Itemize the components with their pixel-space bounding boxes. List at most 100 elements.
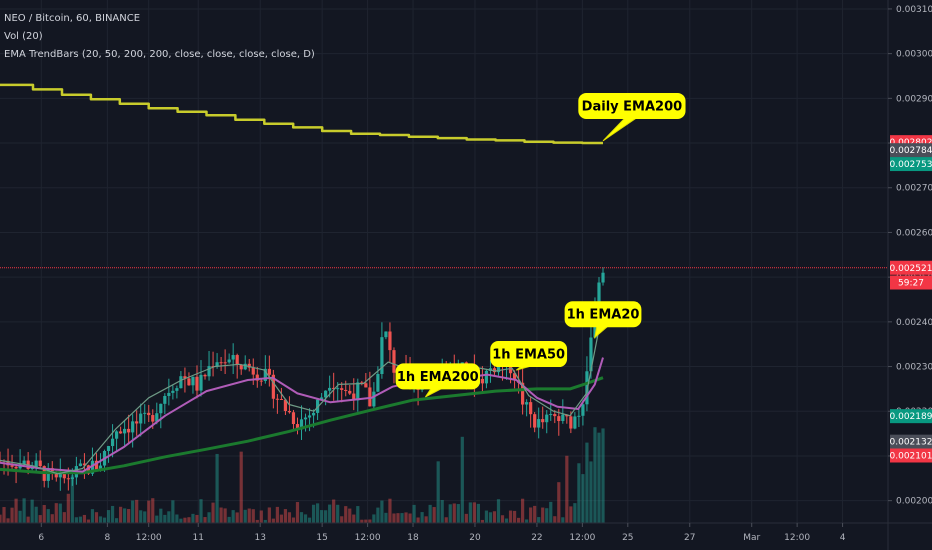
volume-bar bbox=[581, 474, 585, 523]
volume-bar bbox=[114, 518, 119, 523]
candle-body bbox=[239, 364, 243, 370]
candle-body bbox=[14, 466, 18, 469]
candle-body bbox=[271, 374, 275, 399]
x-tick-label: Mar bbox=[743, 533, 760, 543]
volume-bar bbox=[476, 503, 480, 523]
price-tag-label: 0.002802 bbox=[890, 138, 932, 148]
candle-body bbox=[332, 387, 336, 389]
candle-body bbox=[388, 331, 392, 351]
volume-bar bbox=[324, 510, 328, 523]
volume-bar bbox=[372, 514, 376, 523]
volume-bar bbox=[74, 517, 78, 523]
candle-body bbox=[82, 463, 87, 466]
candle-body bbox=[376, 374, 380, 392]
y-tick-label: 0.003100 bbox=[896, 5, 932, 15]
x-tick-label: 15 bbox=[316, 533, 327, 543]
candle-body bbox=[151, 415, 155, 422]
volume-bar bbox=[344, 506, 348, 523]
volume-bar bbox=[432, 507, 436, 523]
volume-bar bbox=[384, 512, 388, 523]
candle-body bbox=[94, 460, 99, 470]
volume-bar bbox=[508, 510, 513, 523]
volume-bar bbox=[307, 517, 312, 523]
candle-body bbox=[127, 428, 131, 433]
candle-body bbox=[227, 359, 231, 363]
volume-bar bbox=[424, 516, 428, 523]
price-tag-box bbox=[890, 260, 932, 275]
candle-body bbox=[203, 374, 207, 377]
legend-volume[interactable]: Vol (20) bbox=[4, 31, 43, 42]
candle-body bbox=[279, 398, 284, 400]
candle-body bbox=[139, 413, 143, 424]
volume-bar bbox=[139, 510, 143, 523]
volume-bar bbox=[167, 511, 171, 523]
candle-body bbox=[392, 350, 396, 373]
candle-body bbox=[275, 398, 279, 400]
volume-bar bbox=[352, 514, 356, 523]
candle-body bbox=[577, 415, 581, 417]
candle-body bbox=[553, 414, 557, 417]
volume-bar bbox=[480, 519, 485, 523]
volume-bar bbox=[340, 516, 344, 523]
volume-bar bbox=[589, 461, 593, 523]
price-tag: 59:27 bbox=[890, 275, 932, 290]
volume-bar bbox=[26, 516, 30, 523]
volume-bar bbox=[18, 510, 22, 523]
price-tag-box bbox=[890, 275, 932, 290]
volume-bar bbox=[484, 510, 489, 523]
ema50-1h-line bbox=[0, 357, 604, 473]
candle-body bbox=[573, 416, 577, 429]
volume-bar bbox=[22, 498, 26, 523]
volume-bar bbox=[255, 519, 259, 523]
volume-bar bbox=[215, 453, 219, 523]
candle-body bbox=[336, 388, 340, 390]
candle-body bbox=[307, 415, 312, 418]
candle-body bbox=[199, 374, 203, 391]
volume-bar bbox=[38, 515, 42, 523]
volume-bar bbox=[392, 513, 396, 523]
x-tick-label: 13 bbox=[254, 533, 265, 543]
candle-body bbox=[247, 363, 251, 368]
callout-label: Daily EMA200 bbox=[582, 99, 683, 114]
volume-bar bbox=[159, 508, 163, 523]
legend-symbol[interactable]: NEO / Bitcoin, 60, BINANCE bbox=[4, 13, 141, 24]
candle-body bbox=[219, 362, 223, 364]
candle-body bbox=[187, 378, 191, 386]
candle-body bbox=[569, 416, 573, 429]
volume-bar bbox=[127, 509, 131, 523]
volume-bar bbox=[283, 509, 288, 523]
candle-body bbox=[360, 382, 364, 384]
candle-body bbox=[320, 397, 324, 400]
callout-box bbox=[395, 363, 481, 390]
volume-bar bbox=[504, 518, 509, 523]
volume-bar bbox=[516, 517, 521, 523]
candle-body bbox=[364, 383, 368, 388]
volume-bar bbox=[179, 518, 183, 523]
candle-body bbox=[480, 378, 485, 384]
callout-box bbox=[564, 301, 642, 328]
volume-bar bbox=[70, 475, 74, 523]
time-axis[interactable]: 6 8 12:00 11 13 15 12:00 18 20 22 12:00 25 27 Mar 12:0… bbox=[0, 522, 932, 543]
candle-body bbox=[215, 362, 219, 367]
volume-bar bbox=[468, 502, 472, 523]
callout: 1h EMA50 bbox=[490, 341, 568, 371]
candle-body bbox=[512, 373, 517, 381]
legend-indicator[interactable]: EMA TrendBars (20, 50, 200, 200, close, … bbox=[4, 49, 315, 60]
volume-bar bbox=[303, 514, 308, 523]
volume-bar bbox=[521, 498, 525, 523]
volume-bar bbox=[0, 514, 2, 523]
volume-bar bbox=[492, 511, 497, 523]
volume-bar bbox=[448, 504, 452, 523]
candle-body bbox=[283, 399, 288, 411]
volume-bar bbox=[163, 514, 167, 523]
ema-lines bbox=[0, 83, 604, 475]
price-tag-box bbox=[890, 434, 932, 449]
volume-bar bbox=[376, 507, 380, 523]
candle-body bbox=[601, 272, 605, 283]
